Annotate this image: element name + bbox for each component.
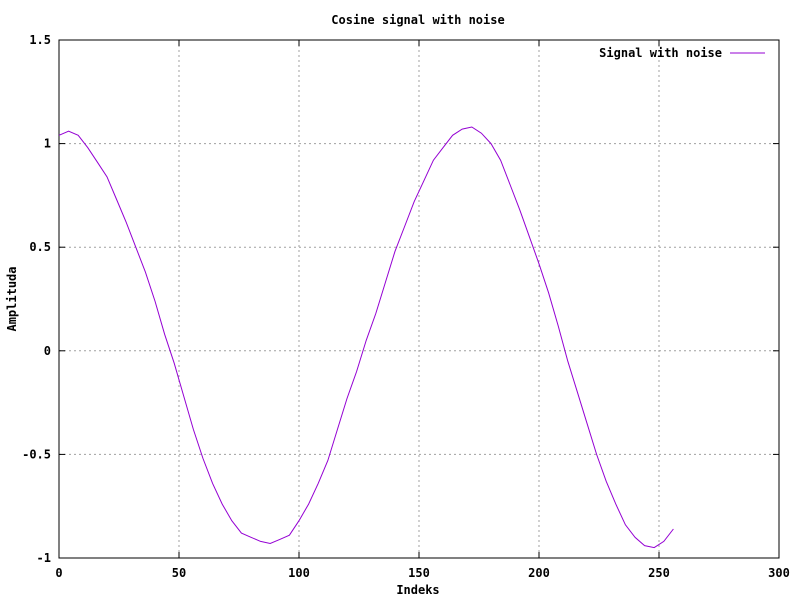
x-tick-label: 250 [648, 566, 670, 580]
legend: Signal with noise [599, 46, 765, 60]
legend-label: Signal with noise [599, 46, 722, 60]
y-tick-label: 1 [44, 137, 51, 151]
y-tick-label: 0 [44, 344, 51, 358]
chart-title: Cosine signal with noise [331, 13, 504, 27]
y-tick-label: 0.5 [29, 240, 51, 254]
y-tick-label: 1.5 [29, 33, 51, 47]
series-line [58, 126, 674, 549]
x-tick-label: 100 [288, 566, 310, 580]
x-tick-label: 200 [528, 566, 550, 580]
y-tick-label: -0.5 [22, 447, 51, 461]
x-tick-label: 50 [172, 566, 186, 580]
axis-ticks: 0 50 100 150 200 250 300 -1 -0.5 0 0.5 1 1.5 [22, 33, 790, 580]
grid [59, 40, 779, 558]
x-tick-label: 0 [55, 566, 62, 580]
y-axis-label: Amplituda [5, 266, 19, 331]
y-tick-label: -1 [37, 551, 51, 565]
x-axis-label: Indeks [396, 583, 439, 597]
x-tick-label: 150 [408, 566, 430, 580]
x-tick-label: 300 [768, 566, 790, 580]
series-group [58, 126, 674, 549]
plot-frame [58, 39, 780, 559]
